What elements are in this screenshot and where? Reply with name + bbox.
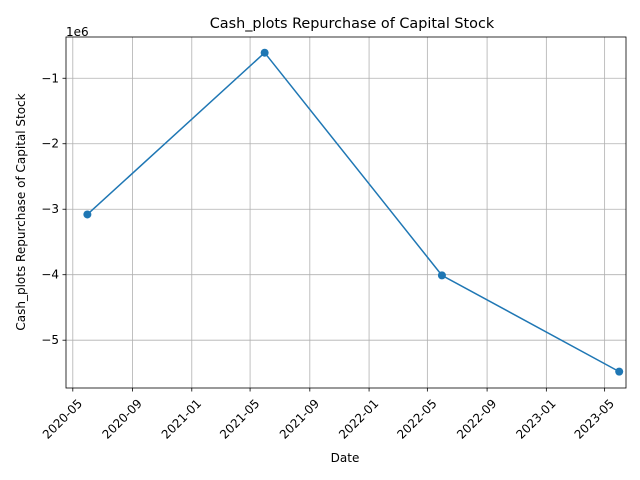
y-tick-label: −5 bbox=[41, 333, 59, 347]
y-tick-label: −4 bbox=[41, 268, 59, 282]
plot-frame bbox=[65, 36, 627, 389]
data-point bbox=[83, 210, 92, 219]
series-line bbox=[86, 51, 620, 373]
y-tick-label: −1 bbox=[41, 71, 59, 85]
data-point bbox=[615, 367, 624, 376]
data-point bbox=[260, 48, 269, 57]
x-axis-label: Date bbox=[331, 451, 360, 465]
data-point bbox=[437, 271, 446, 280]
chart-title: Cash_plots Repurchase of Capital Stock bbox=[210, 16, 495, 32]
y-tick-label: −3 bbox=[41, 202, 59, 216]
y-axis-label: Cash_plots Repurchase of Capital Stock bbox=[14, 93, 28, 330]
y-tick-label: −2 bbox=[41, 137, 59, 151]
y-axis-offset-label: 1e6 bbox=[66, 25, 89, 39]
